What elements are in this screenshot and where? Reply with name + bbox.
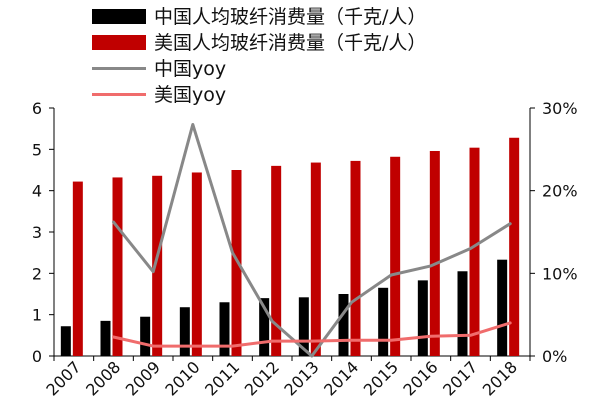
legend-item-china-yoy: 中国yoy (92, 56, 426, 82)
legend-item-china-consumption: 中国人均玻纤消费量（千克/人） (92, 4, 426, 30)
y-left-tick-label: 2 (32, 264, 42, 283)
x-tick-label: 2012 (241, 357, 283, 399)
y-right-tick-label: 20% (542, 182, 578, 201)
y-right-tick-label: 0% (542, 347, 567, 366)
bar-china-consumption (298, 297, 309, 356)
legend-label: 美国人均玻纤消费量（千克/人） (154, 32, 427, 54)
legend-item-us-consumption: 美国人均玻纤消费量（千克/人） (92, 30, 426, 56)
bar-china-consumption (60, 326, 71, 356)
bar-us-consumption (72, 181, 83, 356)
bar-us-consumption (469, 147, 480, 356)
bar-china-consumption (100, 320, 111, 356)
x-tick-label: 2011 (201, 357, 243, 399)
y-left-tick-label: 5 (32, 140, 42, 159)
bar-us-consumption (509, 137, 520, 356)
bar-china-consumption (259, 298, 270, 356)
bar-china-consumption (378, 287, 389, 356)
y-right-tick-label: 10% (542, 264, 578, 283)
legend-swatch-china-bar (92, 9, 146, 24)
bar-us-consumption (390, 156, 401, 356)
y-left-tick-label: 1 (32, 306, 42, 325)
bar-china-consumption (417, 280, 428, 356)
x-tick-label: 2018 (479, 357, 521, 399)
legend-swatch-us-line (92, 93, 146, 96)
legend-swatch-us-bar (92, 35, 146, 50)
line-china-yoy (112, 123, 512, 358)
bar-china-consumption (338, 294, 349, 356)
line-us-yoy (112, 321, 512, 348)
legend-swatch-china-line (92, 67, 146, 70)
x-tick-label: 2014 (320, 357, 362, 399)
y-left-tick-label: 4 (32, 182, 42, 201)
bar-us-consumption (429, 150, 440, 356)
bar-us-consumption (231, 170, 242, 356)
y-left-tick-label: 0 (32, 347, 42, 366)
x-tick-label: 2010 (161, 357, 203, 399)
bar-us-consumption (310, 162, 321, 356)
legend-item-us-yoy: 美国yoy (92, 82, 426, 108)
x-tick-label: 2009 (122, 357, 164, 399)
bar-china-consumption (140, 316, 151, 356)
legend-label: 中国人均玻纤消费量（千克/人） (154, 6, 427, 28)
legend-label: 美国yoy (154, 84, 227, 106)
x-tick-label: 2008 (82, 357, 124, 399)
bar-china-consumption (457, 271, 468, 356)
x-tick-label: 2017 (439, 357, 481, 399)
bar-china-consumption (219, 302, 230, 356)
bar-china-consumption (179, 307, 190, 356)
bar-china-consumption (497, 259, 508, 356)
legend: 中国人均玻纤消费量（千克/人） 美国人均玻纤消费量（千克/人） 中国yoy 美国… (92, 4, 426, 108)
bar-us-consumption (271, 165, 282, 356)
bar-us-consumption (350, 160, 361, 356)
bar-us-consumption (112, 177, 123, 356)
x-tick-label: 2016 (399, 357, 441, 399)
bar-us-consumption (152, 175, 163, 356)
bar-us-consumption (191, 172, 202, 356)
y-left-tick-label: 3 (32, 223, 42, 242)
x-tick-label: 2013 (280, 357, 322, 399)
x-tick-label: 2015 (360, 357, 402, 399)
x-tick-label: 2007 (42, 357, 84, 399)
legend-label: 中国yoy (154, 58, 227, 80)
y-right-tick-label: 30% (542, 99, 578, 118)
y-left-tick-label: 6 (32, 99, 42, 118)
